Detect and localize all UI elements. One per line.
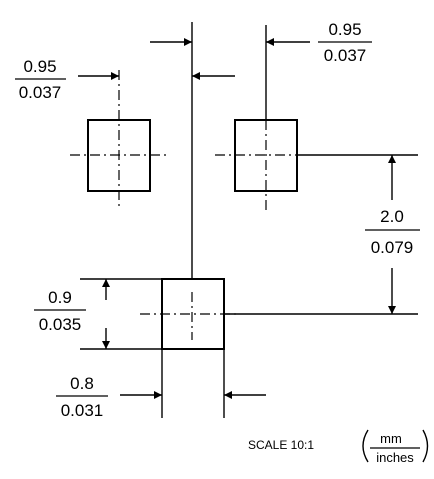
dim-top-pitch-label: 0.95 0.037: [15, 57, 66, 102]
extension-lines: [80, 22, 418, 418]
dim-pad-width-label: 0.8 0.031: [56, 374, 108, 420]
center-lines: [70, 70, 297, 340]
dim-right-pitch-inches: 0.037: [324, 46, 367, 65]
dim-right-pitch-mm: 0.95: [328, 20, 361, 39]
pad-bottom: [161, 278, 225, 350]
dimension-arrows: [78, 38, 396, 399]
dim-pad-height-inches: 0.035: [39, 315, 82, 334]
scale-unit-mm: mm: [380, 431, 402, 446]
dim-vertical-pitch-inches: 0.079: [371, 238, 414, 257]
dim-pad-width-mm: 0.8: [70, 374, 94, 393]
dim-vertical-pitch-label: 2.0 0.079: [355, 203, 421, 265]
dim-vertical-pitch-mm: 2.0: [380, 207, 404, 226]
dim-pad-height-mm: 0.9: [48, 288, 72, 307]
scale-label: SCALE 10:1: [248, 438, 314, 452]
dim-pad-height-label: 0.9 0.035: [34, 288, 86, 334]
dim-right-pitch-label: 0.95 0.037: [318, 20, 372, 65]
dim-pad-width-inches: 0.031: [61, 401, 104, 420]
scale-unit-inches: inches: [376, 450, 414, 465]
dim-top-pitch-inches: 0.037: [19, 83, 62, 102]
scale-note: SCALE 10:1 mm inches: [248, 429, 429, 465]
dim-top-pitch-mm: 0.95: [23, 57, 56, 76]
